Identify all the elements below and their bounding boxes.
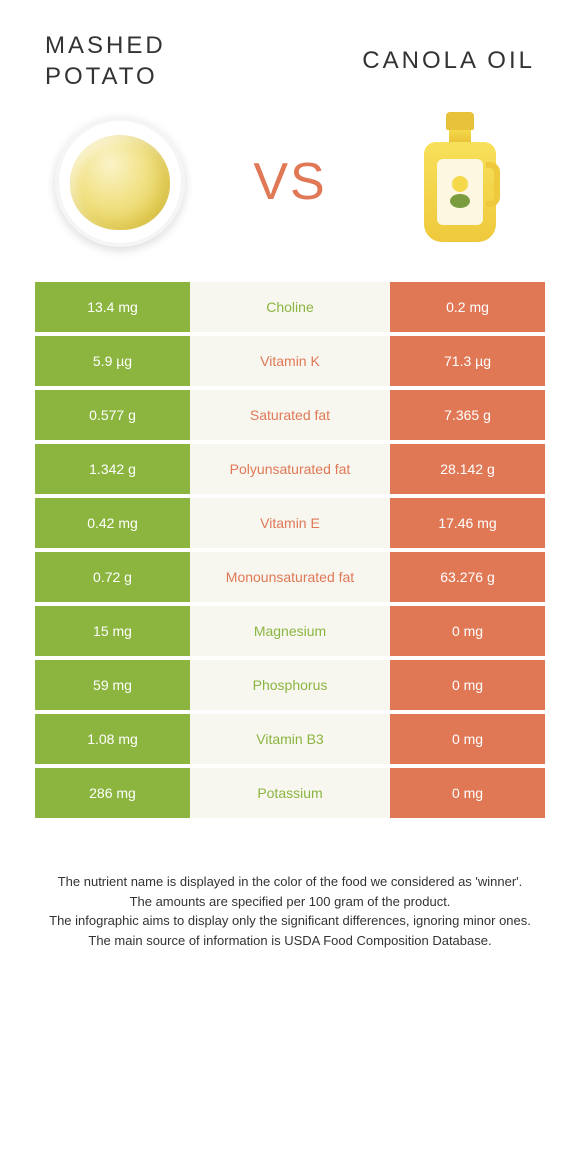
left-value: 5.9 µg — [35, 336, 190, 386]
nutrient-label: Vitamin B3 — [190, 714, 390, 764]
table-row: 59 mgPhosphorus0 mg — [35, 660, 545, 710]
table-row: 1.342 gPolyunsaturated fat28.142 g — [35, 444, 545, 494]
nutrient-label: Monounsaturated fat — [190, 552, 390, 602]
nutrient-label: Choline — [190, 282, 390, 332]
right-food-title: CANOLA OIL — [355, 45, 535, 76]
left-value: 1.08 mg — [35, 714, 190, 764]
table-row: 0.577 gSaturated fat7.365 g — [35, 390, 545, 440]
nutrient-label: Polyunsaturated fat — [190, 444, 390, 494]
mashed-potato-icon — [70, 135, 170, 230]
nutrient-label: Saturated fat — [190, 390, 390, 440]
left-value: 15 mg — [35, 606, 190, 656]
left-value: 0.72 g — [35, 552, 190, 602]
comparison-table: 13.4 mgCholine0.2 mg5.9 µgVitamin K71.3 … — [0, 282, 580, 818]
table-row: 286 mgPotassium0 mg — [35, 768, 545, 818]
right-value: 0 mg — [390, 606, 545, 656]
footer-line-1: The nutrient name is displayed in the co… — [35, 872, 545, 892]
right-value: 0 mg — [390, 768, 545, 818]
table-row: 15 mgMagnesium0 mg — [35, 606, 545, 656]
nutrient-label: Magnesium — [190, 606, 390, 656]
table-row: 0.72 gMonounsaturated fat63.276 g — [35, 552, 545, 602]
nutrient-label: Vitamin K — [190, 336, 390, 386]
footer-line-2: The amounts are specified per 100 gram o… — [35, 892, 545, 912]
bowl-icon — [55, 117, 185, 247]
right-value: 28.142 g — [390, 444, 545, 494]
header: MASHED POTATO CANOLA OIL — [0, 0, 580, 102]
nutrient-label: Potassium — [190, 768, 390, 818]
left-value: 13.4 mg — [35, 282, 190, 332]
right-value: 17.46 mg — [390, 498, 545, 548]
footer-line-3: The infographic aims to display only the… — [35, 911, 545, 931]
right-value: 63.276 g — [390, 552, 545, 602]
left-value: 0.577 g — [35, 390, 190, 440]
left-value: 59 mg — [35, 660, 190, 710]
table-row: 1.08 mgVitamin B30 mg — [35, 714, 545, 764]
nutrient-label: Phosphorus — [190, 660, 390, 710]
table-row: 0.42 mgVitamin E17.46 mg — [35, 498, 545, 548]
left-food-title: MASHED POTATO — [45, 30, 225, 92]
nutrient-label: Vitamin E — [190, 498, 390, 548]
table-row: 13.4 mgCholine0.2 mg — [35, 282, 545, 332]
images-row: VS — [0, 102, 580, 282]
right-food-image — [390, 112, 530, 252]
oil-bottle-icon — [420, 112, 500, 252]
right-value: 0 mg — [390, 714, 545, 764]
right-value: 71.3 µg — [390, 336, 545, 386]
left-value: 1.342 g — [35, 444, 190, 494]
vs-label: VS — [253, 152, 326, 212]
left-food-image — [50, 112, 190, 252]
right-value: 7.365 g — [390, 390, 545, 440]
right-value: 0.2 mg — [390, 282, 545, 332]
left-value: 286 mg — [35, 768, 190, 818]
table-row: 5.9 µgVitamin K71.3 µg — [35, 336, 545, 386]
right-value: 0 mg — [390, 660, 545, 710]
left-value: 0.42 mg — [35, 498, 190, 548]
footer-line-4: The main source of information is USDA F… — [35, 931, 545, 951]
footer-notes: The nutrient name is displayed in the co… — [0, 822, 580, 950]
